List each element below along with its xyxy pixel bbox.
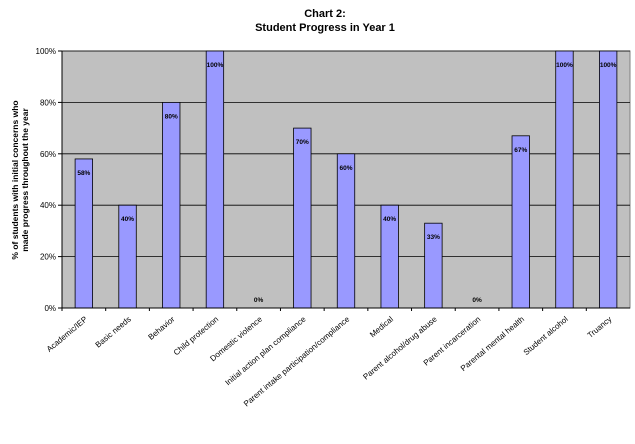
y-tick-label: 60%	[40, 150, 56, 159]
x-category-label: Truancy	[586, 315, 614, 340]
chart-subtitle: Student Progress in Year 1	[255, 22, 395, 34]
data-label: 67%	[514, 147, 527, 154]
bar	[511, 135, 530, 309]
y-tick-label: 80%	[40, 98, 56, 107]
data-label: 33%	[427, 234, 440, 241]
x-category-label: Medical	[368, 315, 395, 340]
x-category-label: Child protection	[172, 315, 220, 358]
bars	[74, 50, 618, 309]
y-axis-label-line-1: % of students with initial concerns who	[10, 100, 20, 259]
x-category-label: Academic/IEP	[45, 315, 89, 354]
x-category-label: Basic needs	[94, 315, 133, 350]
data-label: 0%	[254, 297, 264, 304]
data-label: 40%	[121, 216, 134, 223]
data-label: 58%	[77, 170, 90, 177]
x-category-label: Initial action plan compliance	[223, 314, 308, 387]
bar	[599, 50, 618, 309]
data-label: 80%	[165, 113, 178, 120]
data-label: 0%	[472, 297, 482, 304]
y-axis-ticks: 0% 20% 40% 60% 80% 100%	[36, 47, 62, 313]
bar	[162, 102, 181, 309]
y-tick-label: 100%	[36, 47, 56, 56]
bar	[555, 50, 574, 309]
y-axis-label: % of students with initial concerns who …	[10, 100, 30, 259]
data-label: 100%	[556, 62, 573, 69]
y-tick-label: 0%	[44, 304, 56, 313]
x-category-label: Student alcohol	[522, 314, 570, 356]
data-label: 60%	[339, 165, 352, 172]
data-labels: 58% 40% 80% 100% 0% 70% 60% 40% 33% 0% 67% 100% 100%	[77, 62, 616, 304]
bar	[293, 127, 312, 309]
y-tick-label: 40%	[40, 201, 56, 210]
bar	[336, 153, 356, 309]
y-axis-label-line-2: made progress throughout the year	[20, 108, 30, 252]
data-label: 100%	[207, 62, 224, 69]
chart-title: Chart 2:	[304, 8, 346, 20]
x-category-label: Parent alcohol/drug abuse	[361, 314, 439, 381]
data-label: 70%	[296, 139, 309, 146]
data-label: 100%	[600, 62, 617, 69]
bar	[205, 50, 225, 309]
bar	[74, 158, 93, 309]
y-tick-label: 20%	[40, 253, 56, 262]
x-category-label: Behavior	[147, 314, 177, 341]
data-label: 40%	[383, 216, 396, 223]
